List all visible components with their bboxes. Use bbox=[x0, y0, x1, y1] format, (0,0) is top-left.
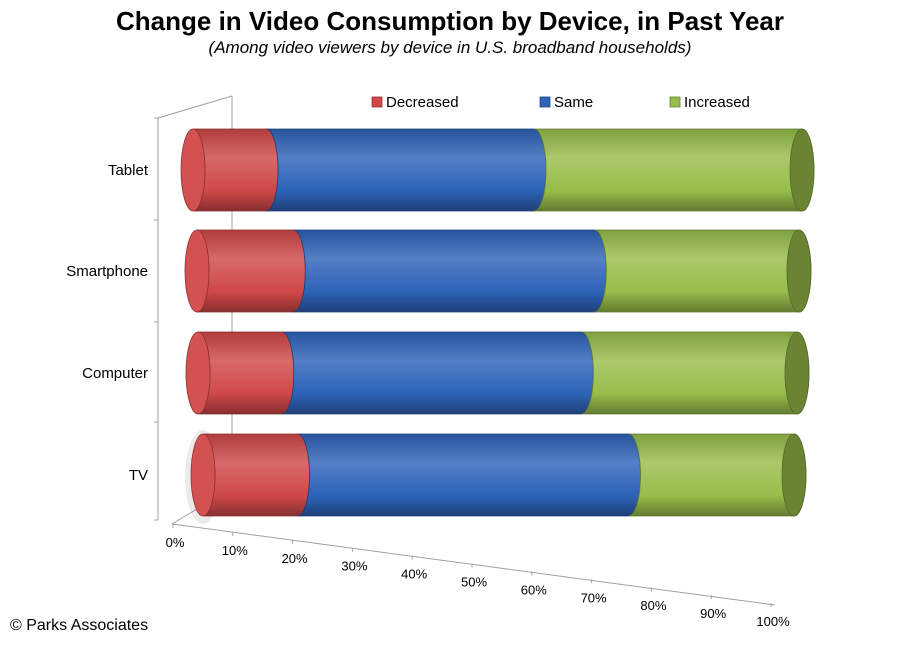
bar-segment-increased bbox=[581, 331, 810, 415]
category-label: Tablet bbox=[108, 162, 149, 179]
legend-label: Same bbox=[554, 94, 593, 111]
x-axis bbox=[171, 523, 776, 606]
legend-swatch-decreased bbox=[371, 96, 383, 108]
x-tick-label: 100% bbox=[756, 614, 790, 629]
bar-cap-left bbox=[185, 331, 211, 415]
bar-cap-right bbox=[789, 128, 815, 212]
bar-cap-right bbox=[784, 331, 810, 415]
bars bbox=[180, 128, 815, 524]
x-tick-label: 40% bbox=[401, 567, 427, 582]
x-tick-label: 60% bbox=[521, 582, 547, 597]
category-label: Smartphone bbox=[66, 263, 148, 280]
x-tick-label: 70% bbox=[581, 590, 607, 605]
bar-segment-increased bbox=[628, 433, 807, 517]
legend-label: Decreased bbox=[386, 94, 459, 111]
category-label: Computer bbox=[82, 365, 148, 382]
axis-top-edge bbox=[157, 95, 233, 119]
bar-segment-increased bbox=[594, 229, 812, 313]
x-tick-label: 10% bbox=[222, 543, 248, 558]
chart-subtitle: (Among video viewers by device in U.S. b… bbox=[208, 38, 692, 57]
bar-segment-decreased bbox=[197, 331, 295, 415]
copyright-text: © Parks Associates bbox=[10, 617, 149, 634]
bar-segment-increased bbox=[533, 128, 815, 212]
bar-segment-same bbox=[297, 433, 641, 517]
chart-title: Change in Video Consumption by Device, i… bbox=[116, 6, 784, 36]
bar-segment-decreased bbox=[202, 433, 310, 517]
bar-segment-same bbox=[293, 229, 607, 313]
x-tick-label: 50% bbox=[461, 575, 487, 590]
legend-swatch-increased bbox=[669, 96, 681, 108]
legend-swatch-same bbox=[539, 96, 551, 108]
bar-segment-decreased bbox=[196, 229, 306, 313]
bar-cap-right bbox=[781, 433, 807, 517]
x-tick-label: 20% bbox=[282, 551, 308, 566]
bar-cap-left bbox=[184, 229, 210, 313]
bar-cap-left bbox=[180, 128, 206, 212]
x-tick-label: 0% bbox=[166, 535, 185, 550]
x-tick-label: 90% bbox=[700, 606, 726, 621]
bar-segment-same bbox=[266, 128, 547, 212]
bar-segment-decreased bbox=[192, 128, 279, 212]
x-tick-label: 30% bbox=[341, 559, 367, 574]
category-label: TV bbox=[129, 467, 148, 484]
bar-segment-same bbox=[281, 331, 594, 415]
legend: Decreased Same Increased bbox=[371, 94, 750, 111]
labels: 0% 10% 20% 30% 40% 50% 60% 70% 80% 90% 100% Tablet S… bbox=[66, 162, 790, 629]
legend-label: Increased bbox=[684, 94, 750, 111]
bar-cap-right bbox=[786, 229, 812, 313]
x-tick-label: 80% bbox=[640, 598, 666, 613]
bar-cap-left bbox=[190, 433, 216, 517]
